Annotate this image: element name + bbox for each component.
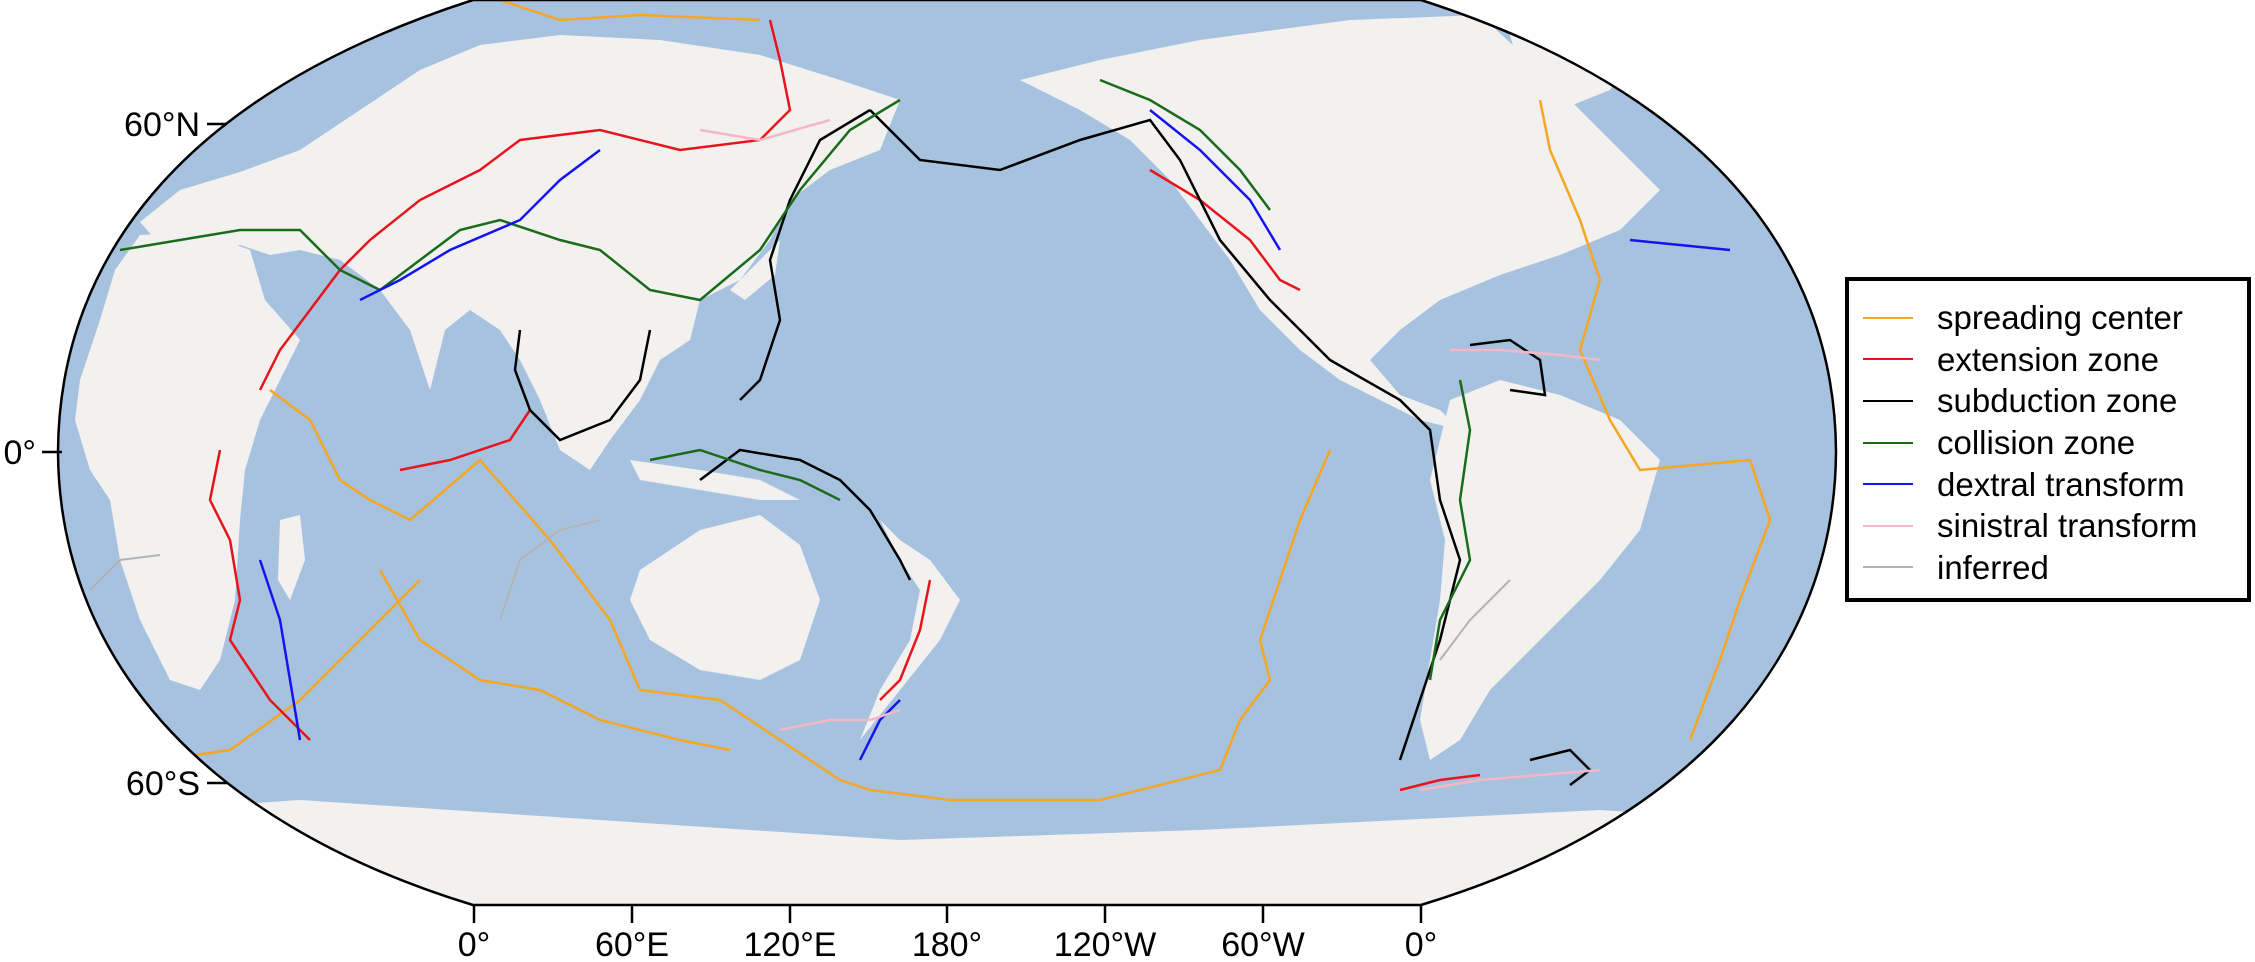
legend-label-dextral-transform: dextral transform bbox=[1937, 465, 2185, 503]
legend-item-subduction-zone: subduction zone bbox=[1863, 380, 2247, 422]
landmass-australia bbox=[630, 515, 820, 680]
inferred-boundary-lines bbox=[89, 519, 1511, 661]
lon-label-120w: 120°W bbox=[1054, 926, 1156, 957]
legend-label-sinistral-transform: sinistral transform bbox=[1937, 507, 2198, 545]
lon-labels: 0° 60°E 120°E 180° 120°W 60°W 0° bbox=[458, 926, 1438, 962]
landmass-africa bbox=[75, 232, 300, 690]
lat-label-60n: 60°N bbox=[124, 106, 200, 144]
legend-item-sinistral-transform: sinistral transform bbox=[1863, 505, 2247, 547]
legend-item-dextral-transform: dextral transform bbox=[1863, 463, 2247, 505]
legend-item-spreading-center: spreading center bbox=[1863, 297, 2247, 339]
lon-label-0-left: 0° bbox=[458, 926, 491, 957]
legend-item-extension-zone: extension zone bbox=[1863, 339, 2247, 381]
lon-ticks bbox=[472, 905, 1423, 923]
legend-swatch-inferred bbox=[1863, 566, 1913, 569]
lon-label-120e: 120°E bbox=[743, 926, 836, 957]
legend-label-extension-zone: extension zone bbox=[1937, 340, 2159, 378]
legend-label-spreading-center: spreading center bbox=[1937, 299, 2183, 337]
legend-swatch-sinistral-transform bbox=[1863, 524, 1913, 527]
lat-label-60s: 60°S bbox=[126, 765, 200, 803]
landmass-madagascar bbox=[278, 515, 305, 600]
legend-swatch-extension-zone bbox=[1863, 358, 1913, 361]
lat-label-0: 0° bbox=[3, 434, 36, 472]
lon-label-180: 180° bbox=[912, 926, 982, 957]
lon-label-60e: 60°E bbox=[595, 926, 669, 957]
landmass-antarctica bbox=[58, 800, 1836, 905]
legend-item-collision-zone: collision zone bbox=[1863, 422, 2247, 464]
legend-swatch-subduction-zone bbox=[1863, 399, 1913, 402]
lat-ticks bbox=[42, 122, 227, 785]
lon-label-60w: 60°W bbox=[1221, 926, 1305, 957]
spreading-center-lines bbox=[159, 0, 1772, 802]
landmass-south-america bbox=[1420, 380, 1660, 760]
landmass-eurasia bbox=[140, 35, 900, 470]
collision-zone-lines bbox=[119, 78, 1472, 681]
sinistral-transform-lines bbox=[699, 118, 1601, 792]
lon-label-0-right: 0° bbox=[1405, 926, 1438, 957]
legend-swatch-spreading-center bbox=[1863, 316, 1913, 319]
legend-swatch-dextral-transform bbox=[1863, 483, 1913, 486]
legend-item-inferred: inferred bbox=[1863, 547, 2247, 589]
legend-swatch-collision-zone bbox=[1863, 441, 1913, 444]
extension-zone-lines bbox=[208, 19, 1481, 792]
legend-label-subduction-zone: subduction zone bbox=[1937, 382, 2178, 420]
legend-label-inferred: inferred bbox=[1937, 548, 2049, 586]
legend-label-collision-zone: collision zone bbox=[1937, 424, 2136, 462]
legend: spreading center extension zone subducti… bbox=[1845, 277, 2251, 602]
lat-labels: 60°N 0° 60°S bbox=[3, 106, 200, 803]
dextral-transform-lines bbox=[258, 109, 1731, 761]
